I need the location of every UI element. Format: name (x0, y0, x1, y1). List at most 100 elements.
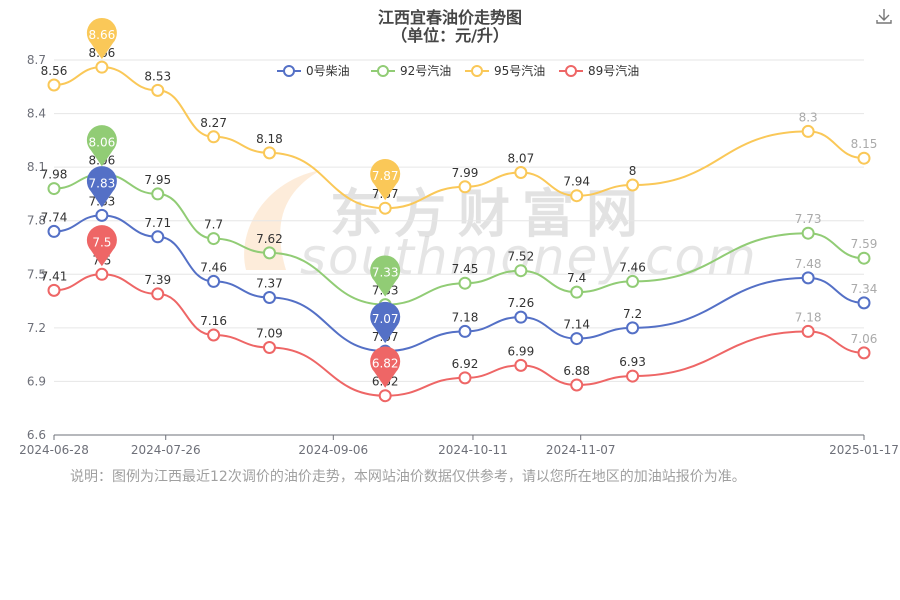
data-point[interactable] (801, 271, 815, 285)
download-icon[interactable] (874, 6, 894, 26)
data-point[interactable] (151, 230, 165, 244)
data-point[interactable] (151, 287, 165, 301)
legend-item[interactable]: 92号汽油 (371, 63, 451, 78)
data-point[interactable] (262, 246, 276, 260)
data-label: 7.14 (563, 318, 590, 332)
data-point[interactable] (262, 291, 276, 304)
y-tick-label: 8.1 (27, 160, 46, 174)
data-point[interactable] (514, 264, 528, 278)
data-point[interactable] (570, 189, 584, 203)
data-label: 7.06 (851, 332, 878, 346)
marker-pin: 8.66 (86, 17, 117, 60)
data-point[interactable] (458, 180, 472, 194)
marker-pin: 8.06 (86, 125, 117, 167)
marker-pin: 6.82 (370, 346, 401, 388)
chart-subtitle: （单位：元/升） (391, 26, 509, 45)
data-point[interactable] (207, 274, 221, 288)
data-point[interactable] (458, 324, 472, 338)
y-tick-label: 8.4 (27, 107, 46, 121)
data-point[interactable] (626, 369, 640, 383)
marker-pin-label: 7.83 (89, 176, 116, 190)
data-label: 6.88 (563, 364, 590, 378)
marker-pin-shape (370, 159, 401, 201)
legend-item[interactable]: 0号柴油 (277, 64, 350, 78)
y-tick-label: 7.8 (27, 214, 46, 228)
x-tick-label: 2024-07-26 (131, 443, 201, 457)
data-point[interactable] (262, 146, 276, 160)
data-label: 7.46 (619, 260, 646, 274)
data-point[interactable] (570, 332, 584, 346)
watermark-logo-icon (244, 170, 321, 270)
data-label: 7.09 (256, 327, 283, 341)
data-label: 8.27 (200, 116, 227, 130)
data-point[interactable] (47, 283, 61, 297)
data-point[interactable] (801, 324, 815, 338)
data-label: 7.39 (144, 273, 171, 287)
marker-pin: 7.07 (370, 301, 401, 344)
data-point[interactable] (262, 341, 276, 354)
data-point[interactable] (151, 83, 165, 97)
data-point[interactable] (514, 166, 528, 179)
data-point[interactable] (626, 178, 640, 192)
marker-pin-shape (86, 225, 117, 267)
data-point[interactable] (857, 346, 871, 360)
y-tick-label: 6.9 (27, 374, 46, 388)
data-point[interactable] (47, 182, 61, 196)
legend-marker (377, 65, 389, 77)
data-point[interactable] (458, 276, 472, 290)
data-point[interactable] (95, 208, 109, 222)
data-label: 7.48 (795, 257, 822, 271)
legend-label: 89号汽油 (588, 63, 639, 78)
data-point[interactable] (95, 267, 109, 281)
data-label: 7.73 (795, 212, 822, 226)
data-label: 8.18 (256, 132, 283, 146)
marker-pin: 7.33 (370, 255, 401, 297)
data-label: 7.52 (507, 250, 534, 264)
data-point[interactable] (47, 78, 61, 92)
marker-pin-label: 7.33 (372, 266, 399, 280)
data-point[interactable] (801, 226, 815, 240)
marker-pin-label: 6.82 (372, 357, 399, 371)
data-label: 7.99 (452, 166, 479, 180)
marker-pin-shape (370, 301, 401, 344)
data-point[interactable] (151, 187, 165, 201)
data-point[interactable] (626, 274, 640, 288)
data-point[interactable] (570, 285, 584, 299)
data-point[interactable] (514, 310, 528, 324)
data-point[interactable] (458, 371, 472, 385)
data-label: 6.93 (619, 355, 646, 369)
data-label: 7.26 (507, 296, 534, 310)
data-point[interactable] (514, 358, 528, 372)
data-point[interactable] (207, 328, 221, 342)
data-point[interactable] (570, 378, 584, 392)
data-label: 7.4 (567, 271, 586, 285)
legend-item[interactable]: 89号汽油 (559, 63, 639, 78)
data-point[interactable] (801, 124, 815, 138)
data-label: 7.18 (795, 310, 822, 324)
data-point[interactable] (626, 321, 640, 335)
data-label: 7.74 (41, 210, 68, 224)
marker-pin-shape (370, 346, 401, 388)
data-point[interactable] (95, 60, 109, 74)
legend-item[interactable]: 95号汽油 (465, 63, 545, 78)
legend-label: 0号柴油 (306, 64, 350, 78)
data-point[interactable] (857, 151, 871, 165)
data-point[interactable] (857, 251, 871, 265)
data-point[interactable] (207, 130, 221, 144)
data-label: 7.7 (204, 218, 223, 232)
data-point[interactable] (378, 201, 392, 215)
marker-pin-shape (86, 166, 117, 208)
data-label: 7.37 (256, 277, 283, 291)
chart-note: 说明：图例为江西最近12次调价的油价走势，本网站油价数据仅供参考，请以您所在地区… (70, 469, 746, 485)
data-point[interactable] (207, 232, 221, 246)
legend-marker (471, 65, 483, 77)
data-point[interactable] (378, 389, 392, 403)
marker-pin-label: 7.07 (372, 312, 399, 326)
marker-pin-label: 8.06 (89, 135, 116, 149)
x-tick-label: 2024-06-28 (19, 443, 89, 457)
legend-label: 92号汽油 (400, 63, 451, 78)
data-label: 7.98 (41, 168, 68, 182)
data-point[interactable] (47, 224, 61, 238)
data-point[interactable] (857, 296, 871, 310)
marker-pin: 7.83 (86, 166, 117, 208)
